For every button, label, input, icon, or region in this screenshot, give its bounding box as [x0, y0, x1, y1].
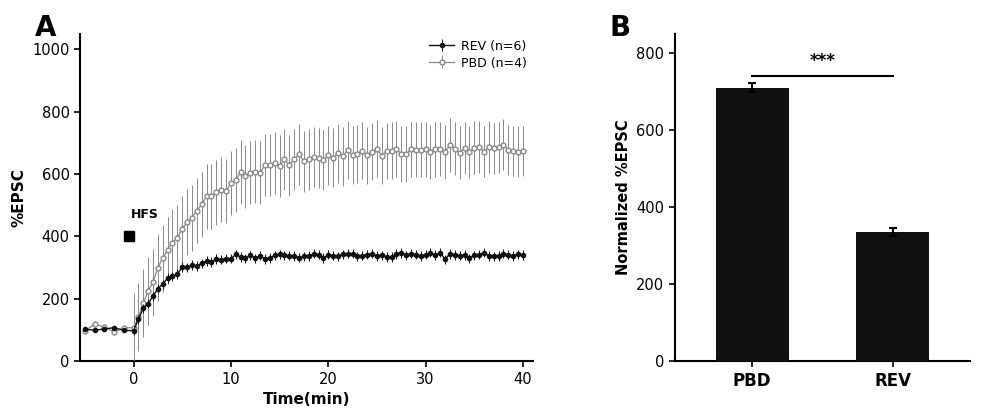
Legend: REV (n=6), PBD (n=4): REV (n=6), PBD (n=4) [429, 40, 526, 70]
Text: HFS: HFS [131, 207, 158, 220]
X-axis label: Time(min): Time(min) [263, 392, 350, 407]
Text: B: B [610, 14, 631, 42]
Bar [716, 87, 789, 361]
Y-axis label: Normalized %EPSC: Normalized %EPSC [616, 120, 631, 275]
Text: ***: *** [809, 52, 835, 70]
Bar [856, 232, 929, 361]
Y-axis label: %EPSC: %EPSC [12, 168, 27, 227]
Text: A: A [35, 14, 56, 42]
